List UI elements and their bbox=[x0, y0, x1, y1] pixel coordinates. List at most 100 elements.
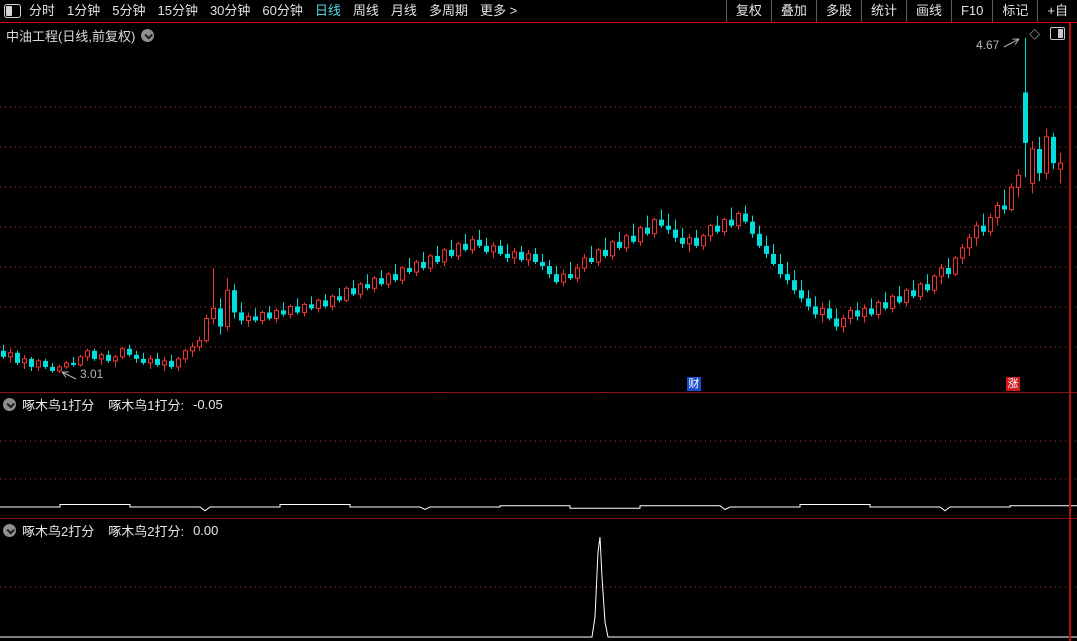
period-menu-item-0[interactable]: 分时 bbox=[29, 3, 56, 18]
candle-body bbox=[918, 283, 923, 297]
tools-menu-item-1[interactable]: 叠加 bbox=[770, 0, 816, 22]
candle-body bbox=[1051, 136, 1056, 164]
candle-body bbox=[127, 348, 132, 355]
period-menu-item-8[interactable]: 月线 bbox=[390, 3, 417, 18]
tools-menu-item-0[interactable]: 复权 bbox=[725, 0, 771, 22]
chart-line bbox=[1014, 38, 1020, 45]
candle-body bbox=[253, 316, 258, 321]
candle-body bbox=[1023, 92, 1028, 143]
candle-body bbox=[1030, 148, 1035, 184]
candle-body bbox=[834, 318, 839, 327]
tools-menu-item-5[interactable]: F10 bbox=[950, 0, 992, 22]
tools-menu-item-7[interactable]: +自 bbox=[1037, 0, 1077, 22]
candle-body bbox=[540, 261, 545, 267]
candle-body bbox=[421, 261, 426, 269]
window-layout-icon[interactable] bbox=[4, 4, 21, 18]
candle-body bbox=[302, 303, 307, 313]
candle-body bbox=[211, 307, 216, 320]
window-layout-icon-fill bbox=[6, 6, 12, 16]
candle-body bbox=[295, 306, 300, 313]
indicator1-name: 啄木鸟1打分 bbox=[22, 398, 95, 413]
candle-body bbox=[498, 245, 503, 254]
period-menu-item-10[interactable]: 更多 > bbox=[479, 3, 518, 18]
candle-body bbox=[764, 245, 769, 254]
diamond-icon[interactable]: ◇ bbox=[1029, 25, 1040, 41]
right-edge-line bbox=[1069, 23, 1071, 641]
candle-body bbox=[491, 245, 496, 253]
candle-body bbox=[939, 267, 944, 277]
chevron-down-icon[interactable] bbox=[141, 29, 155, 42]
indicator-panel-2[interactable]: 啄木鸟2打分 啄木鸟2打分: 0.00 bbox=[0, 519, 1077, 641]
indicator1-plot[interactable] bbox=[0, 393, 1077, 518]
period-menu-item-3[interactable]: 15分钟 bbox=[157, 3, 198, 18]
period-menu-item-1[interactable]: 1分钟 bbox=[67, 3, 101, 18]
tools-menu-item-6[interactable]: 标记 bbox=[992, 0, 1037, 22]
split-view-icon[interactable] bbox=[1050, 26, 1065, 40]
candle-body bbox=[71, 362, 76, 365]
candle-body bbox=[659, 219, 664, 226]
candle-body bbox=[960, 247, 965, 259]
chevron-down-icon[interactable] bbox=[3, 398, 16, 411]
candle-body bbox=[624, 235, 629, 249]
main-chart-panel[interactable]: 中油工程(日线,前复权) ◇ 4.673.01$$财涨 bbox=[0, 23, 1077, 404]
candle-body bbox=[274, 309, 279, 320]
candle-body bbox=[876, 301, 881, 315]
candle-body bbox=[694, 237, 699, 246]
candle-body bbox=[316, 299, 321, 309]
candle-body bbox=[750, 221, 755, 234]
candle-body bbox=[568, 274, 573, 279]
period-menu-item-2[interactable]: 5分钟 bbox=[112, 3, 146, 18]
tools-menu-item-4[interactable]: 画线 bbox=[905, 0, 951, 22]
candle-body bbox=[645, 227, 650, 234]
indicator2-plot[interactable] bbox=[0, 519, 1077, 641]
candle-body bbox=[603, 249, 608, 256]
period-menu: 分时 1分钟 5分钟 15分钟 30分钟 60分钟 日线 周线 月线 多周期 更多 > bbox=[29, 0, 517, 22]
candle-body bbox=[722, 219, 727, 233]
candle-body bbox=[610, 241, 615, 257]
candle-body bbox=[778, 264, 783, 275]
candle-body bbox=[743, 213, 748, 222]
candle-body bbox=[50, 366, 55, 371]
indicator1-line-label: 啄木鸟1打分: bbox=[108, 398, 185, 413]
indicator-panel-1[interactable]: 啄木鸟1打分 啄木鸟1打分: -0.05 bbox=[0, 393, 1077, 519]
tools-menu-item-3[interactable]: 统计 bbox=[860, 0, 906, 22]
tools-menu-item-2[interactable]: 多股 bbox=[815, 0, 861, 22]
period-menu-item-9[interactable]: 多周期 bbox=[428, 3, 468, 18]
candle-body bbox=[148, 358, 153, 364]
candle-body bbox=[134, 354, 139, 359]
candle-body bbox=[596, 249, 601, 263]
candle-body bbox=[729, 219, 734, 226]
chevron-down-icon[interactable] bbox=[3, 524, 16, 537]
candle-body bbox=[855, 310, 860, 317]
period-menu-item-4[interactable]: 30分钟 bbox=[209, 3, 251, 18]
candle-body bbox=[687, 237, 692, 245]
candle-body bbox=[330, 295, 335, 307]
candle-body bbox=[337, 296, 342, 301]
candle-body bbox=[631, 235, 636, 242]
indicator-line bbox=[0, 536, 1077, 638]
period-menu-item-6[interactable]: 日线 bbox=[314, 3, 341, 18]
candle-body bbox=[176, 358, 181, 368]
candle-body bbox=[813, 306, 818, 315]
candle-body bbox=[862, 307, 867, 317]
candle-body bbox=[582, 257, 587, 269]
candle-body bbox=[260, 311, 265, 322]
top-menubar: 分时 1分钟 5分钟 15分钟 30分钟 60分钟 日线 周线 月线 多周期 更多 > 复权 叠加 多股… bbox=[0, 0, 1077, 23]
candle-body bbox=[988, 217, 993, 233]
candle-body bbox=[169, 360, 174, 367]
candle-body bbox=[1009, 186, 1014, 211]
candlestick-chart[interactable] bbox=[0, 23, 1077, 392]
candle-body bbox=[827, 308, 832, 319]
candle-body bbox=[386, 273, 391, 285]
period-menu-item-7[interactable]: 周线 bbox=[352, 3, 379, 18]
candle-body bbox=[85, 350, 90, 358]
candle-body bbox=[323, 300, 328, 307]
candle-body bbox=[533, 253, 538, 262]
period-menu-item-5[interactable]: 60分钟 bbox=[262, 3, 303, 18]
candle-body bbox=[904, 289, 909, 303]
candle-body bbox=[666, 225, 671, 230]
price-low-label: 3.01 bbox=[80, 367, 104, 381]
candle-body bbox=[897, 296, 902, 303]
indicator2-header: 啄木鸟2打分 啄木鸟2打分: 0.00 bbox=[3, 521, 218, 540]
